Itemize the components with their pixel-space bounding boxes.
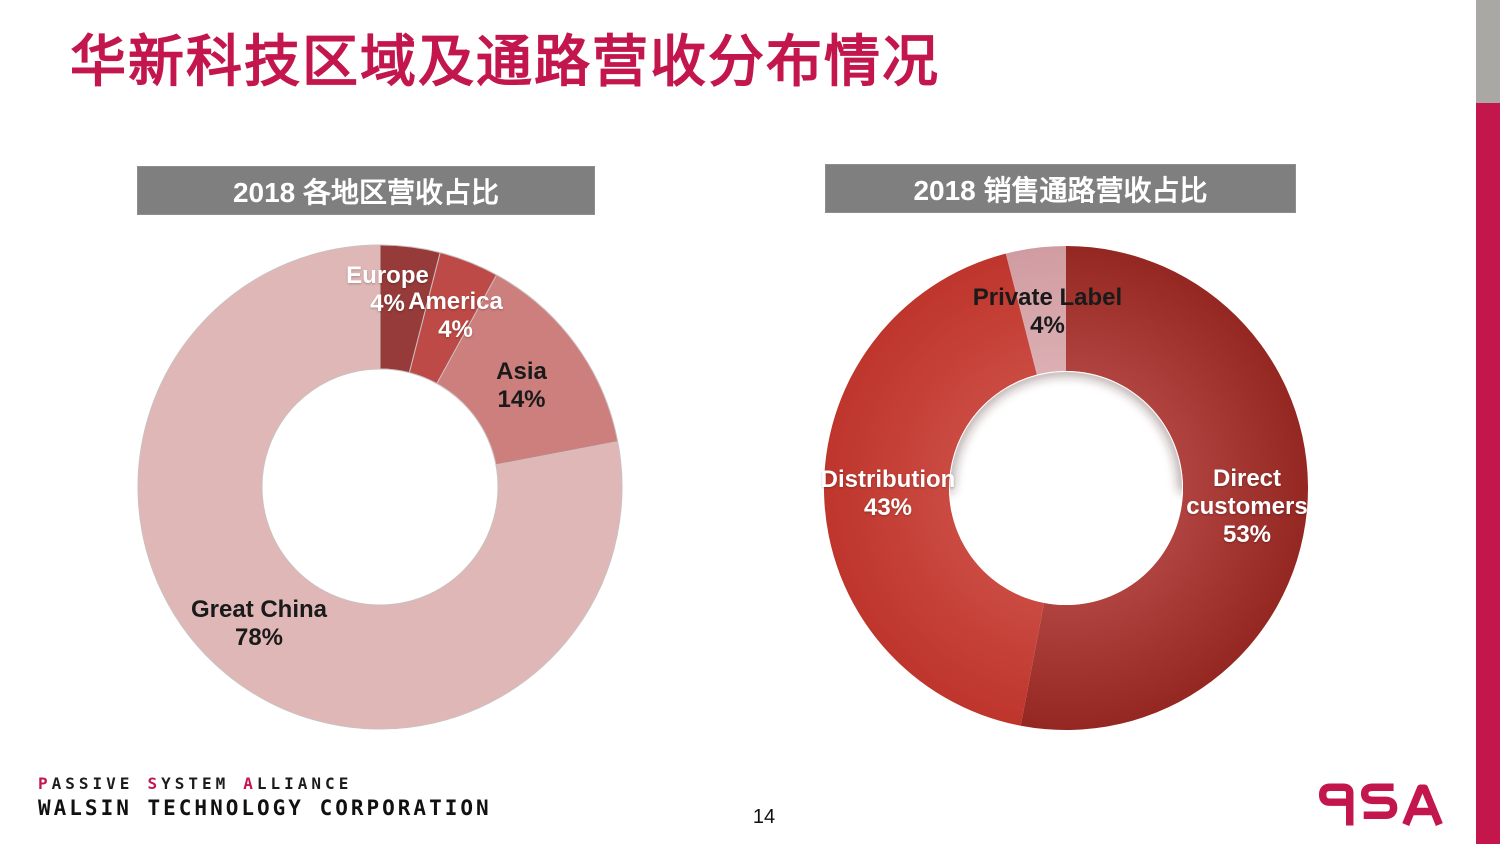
edge-stripe-gray — [1476, 0, 1500, 103]
slice-distribution — [824, 253, 1045, 726]
slice-private-label — [1005, 246, 1066, 375]
left-chart-title-banner: 2018 各地区营收占比 — [137, 166, 595, 215]
edge-stripe-red — [1476, 103, 1500, 844]
psa-logo-letter-a — [1402, 784, 1443, 827]
region-revenue-donut-chart — [137, 244, 623, 730]
channel-revenue-donut-chart — [824, 246, 1308, 730]
footer-word: SYSTEM — [147, 774, 230, 793]
donut-hole — [261, 368, 499, 606]
right-chart-title: 2018 销售通路营收占比 — [913, 174, 1208, 206]
slide-title: 华新科技区域及通路营收分布情况 — [70, 30, 940, 93]
page-number: 14 — [752, 806, 776, 828]
psa-logo-letter-p — [1318, 783, 1354, 826]
psa-logo-letter-s — [1360, 783, 1398, 819]
edge-stripe — [1476, 0, 1500, 844]
slice-direct-customers — [1020, 246, 1308, 730]
footer-word: ALLIANCE — [243, 774, 353, 793]
donut-hole — [949, 371, 1183, 605]
psa-logo — [1318, 783, 1443, 827]
footer-word: PASSIVE — [38, 774, 134, 793]
right-chart-title-banner: 2018 销售通路营收占比 — [825, 164, 1296, 213]
left-chart-title: 2018 各地区营收占比 — [232, 176, 500, 208]
footer-alliance-line: PASSIVE SYSTEM ALLIANCE — [38, 774, 366, 793]
footer-company-line: WALSIN TECHNOLOGY CORPORATION — [38, 796, 492, 820]
